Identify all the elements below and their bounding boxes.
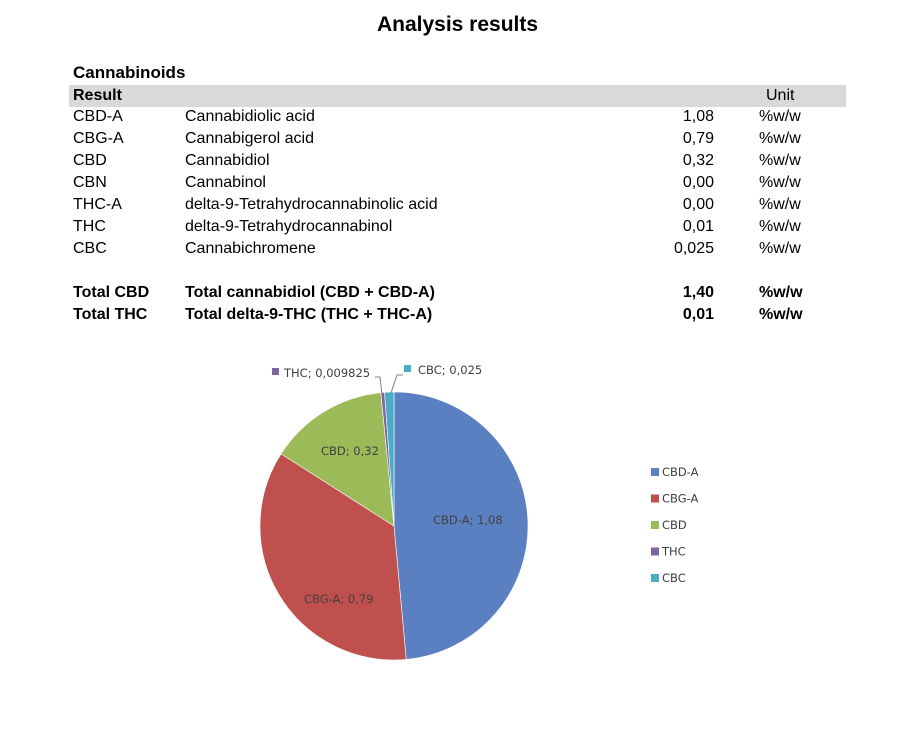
slice-label-cbd-a: CBD-A; 1,08 — [433, 513, 503, 527]
legend-label-thc: THC — [661, 545, 686, 559]
legend-swatch-cbd — [651, 521, 659, 529]
chart-legend: CBD-A CBG-A CBD THC CBC — [651, 465, 699, 585]
row-value: 0,01 — [682, 218, 714, 235]
row-code: CBN — [73, 174, 107, 191]
row-name: Cannabidiol — [185, 152, 270, 169]
header-result: Result — [73, 87, 122, 104]
section-title: Cannabinoids — [73, 63, 186, 82]
row-code: Total CBD — [73, 284, 150, 301]
table-row: CBC Cannabichromene 0,025 %w/w — [0, 240, 910, 262]
row-value: 0,01 — [682, 306, 714, 323]
legend-label-cbd: CBD — [662, 518, 687, 532]
row-name: Total cannabidiol (CBD + CBD-A) — [185, 284, 435, 301]
table-row: CBG-A Cannabigerol acid 0,79 %w/w — [0, 130, 910, 152]
header-unit: Unit — [766, 87, 795, 104]
pie-slice-cbc — [384, 391, 395, 527]
row-unit: %w/w — [759, 196, 801, 213]
table-row: THC-A delta-9-Tetrahydrocannabinolic aci… — [0, 196, 910, 218]
legend-label-cbd-a: CBD-A — [662, 465, 699, 479]
legend-swatch-cbd-a — [651, 468, 659, 476]
page-title: Analysis results — [376, 13, 539, 36]
row-value: 1,08 — [682, 108, 714, 125]
pie-slice-cbd — [280, 392, 395, 527]
pie-slice-cbg-a — [259, 453, 407, 661]
slice-label-key-thc — [272, 368, 279, 375]
row-unit: %w/w — [759, 108, 801, 125]
table-row: CBD Cannabidiol 0,32 %w/w — [0, 152, 910, 174]
row-value: 0,00 — [682, 174, 714, 191]
row-unit: %w/w — [759, 240, 801, 257]
row-unit: %w/w — [759, 306, 803, 323]
row-unit: %w/w — [759, 284, 803, 301]
row-name: delta-9-Tetrahydrocannabinolic acid — [185, 196, 438, 213]
legend-label-cbc: CBC — [662, 571, 686, 585]
row-code: CBC — [73, 240, 107, 257]
row-name: Cannabidiolic acid — [185, 108, 315, 125]
legend-swatch-thc — [651, 547, 659, 556]
row-name: Cannabichromene — [185, 240, 316, 257]
row-name: Total delta-9-THC (THC + THC-A) — [185, 306, 433, 323]
row-name: Cannabinol — [185, 174, 266, 191]
table-row: CBD-A Cannabidiolic acid 1,08 %w/w — [0, 108, 910, 130]
leader-lines — [375, 374, 403, 396]
leader-line-cbc — [390, 374, 403, 394]
row-value: 0,32 — [682, 152, 714, 169]
pie-slice-cbd-a — [393, 391, 529, 660]
total-row: Total THC Total delta-9-THC (THC + THC-A… — [0, 306, 910, 328]
row-name: Cannabigerol acid — [185, 130, 314, 147]
table-row: THC delta-9-Tetrahydrocannabinol 0,01 %w… — [0, 218, 910, 240]
slice-label-key-cbc — [404, 365, 411, 372]
legend-label-cbg-a: CBG-A — [662, 492, 699, 506]
row-code: CBG-A — [73, 130, 124, 147]
row-unit: %w/w — [759, 218, 801, 235]
leader-line-thc — [375, 376, 383, 396]
slice-label-cbd: CBD; 0,32 — [321, 444, 379, 458]
row-value: 1,40 — [682, 284, 714, 301]
legend-swatch-cbg-a — [651, 494, 659, 503]
row-code: THC — [73, 218, 106, 235]
table-header: Result Unit — [69, 85, 846, 107]
row-value: 0,00 — [682, 196, 714, 213]
table-row: CBN Cannabinol 0,00 %w/w — [0, 174, 910, 196]
slice-labels: CBD-A; 1,08 CBG-A; 0,79 CBD; 0,32 THC; 0,00… — [272, 363, 503, 606]
slice-label-cbg-a: CBG-A; 0,79 — [304, 592, 374, 606]
row-unit: %w/w — [759, 174, 801, 191]
row-value: 0,79 — [682, 130, 714, 147]
total-row: Total CBD Total cannabidiol (CBD + CBD-A… — [0, 284, 910, 306]
row-value: 0,025 — [673, 240, 714, 257]
row-unit: %w/w — [759, 152, 801, 169]
row-unit: %w/w — [759, 130, 801, 147]
slice-label-thc: THC; 0,009825 — [283, 366, 370, 380]
row-name: delta-9-Tetrahydrocannabinol — [185, 218, 393, 235]
row-code: CBD-A — [73, 108, 123, 125]
legend-swatch-cbc — [651, 574, 659, 582]
row-code: Total THC — [73, 306, 148, 323]
slice-label-cbc: CBC; 0,025 — [418, 363, 482, 377]
row-code: THC-A — [73, 196, 122, 213]
pie-slices — [259, 391, 529, 661]
row-code: CBD — [73, 152, 107, 169]
